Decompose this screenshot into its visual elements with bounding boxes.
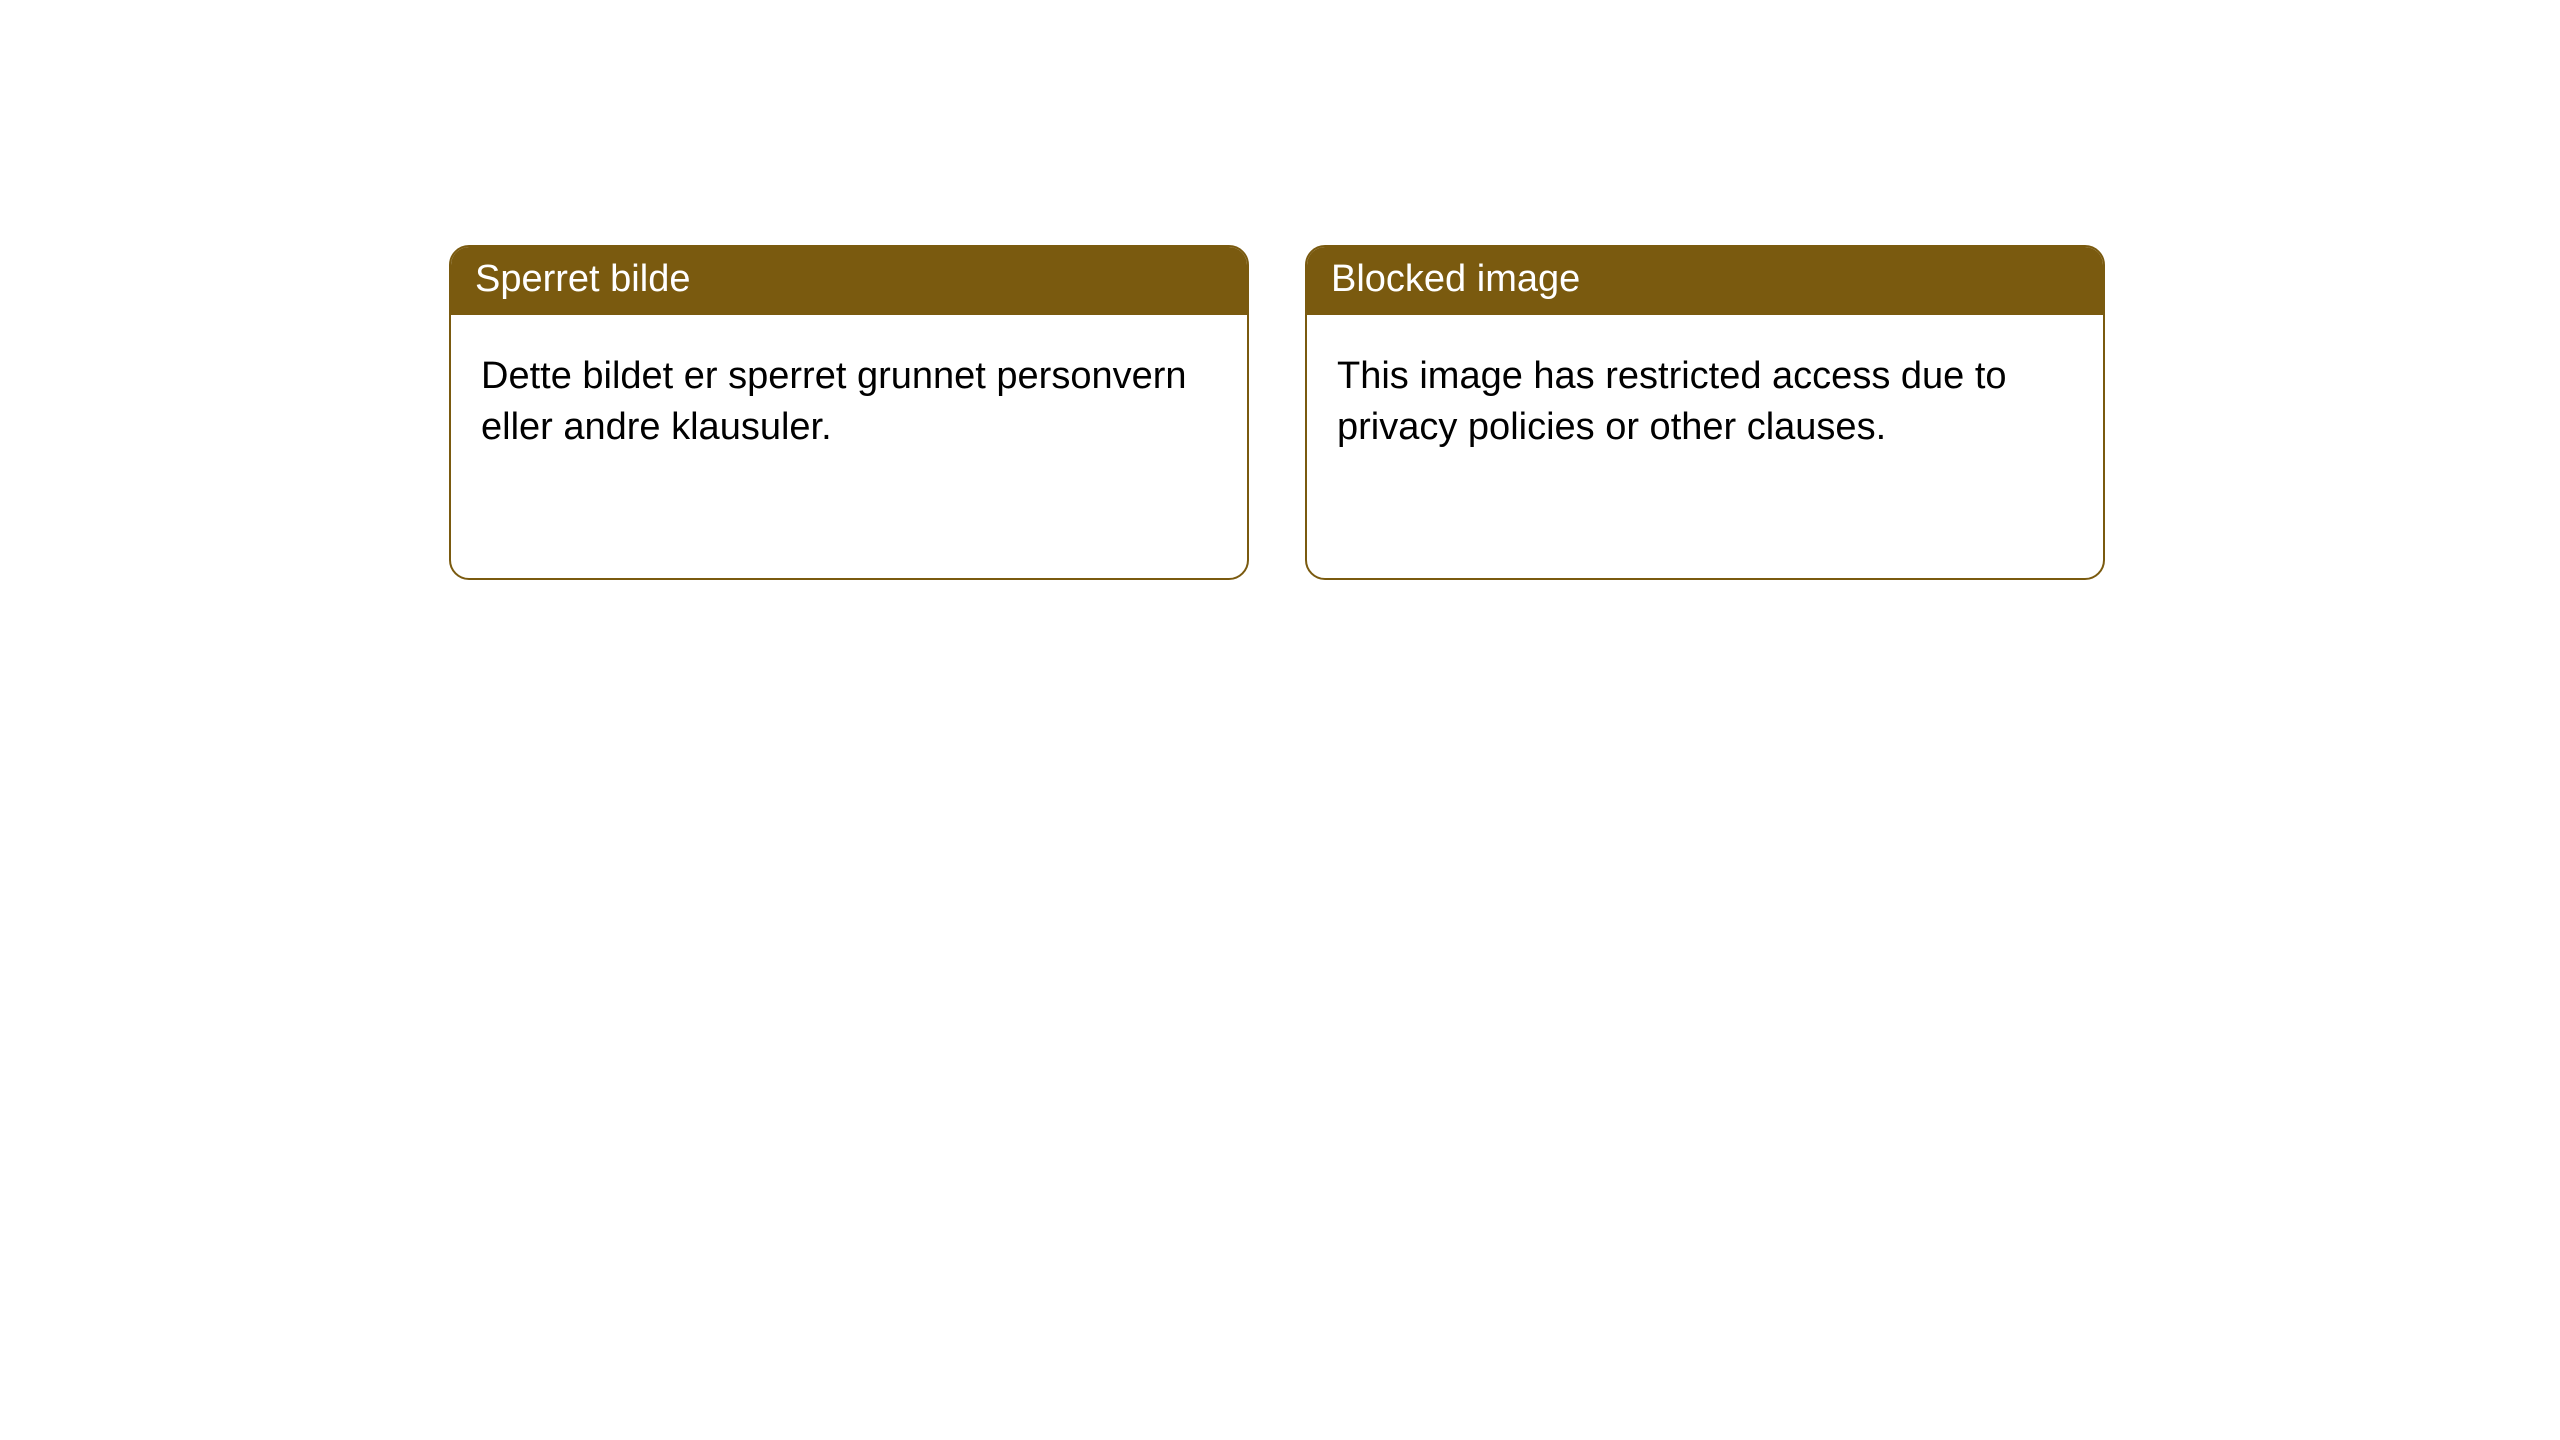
notice-header: Sperret bilde xyxy=(451,247,1247,315)
notice-body: This image has restricted access due to … xyxy=(1307,315,2103,474)
notice-container: Sperret bilde Dette bildet er sperret gr… xyxy=(0,0,2560,580)
notice-card-english: Blocked image This image has restricted … xyxy=(1305,245,2105,580)
notice-header: Blocked image xyxy=(1307,247,2103,315)
notice-card-norwegian: Sperret bilde Dette bildet er sperret gr… xyxy=(449,245,1249,580)
notice-body: Dette bildet er sperret grunnet personve… xyxy=(451,315,1247,474)
